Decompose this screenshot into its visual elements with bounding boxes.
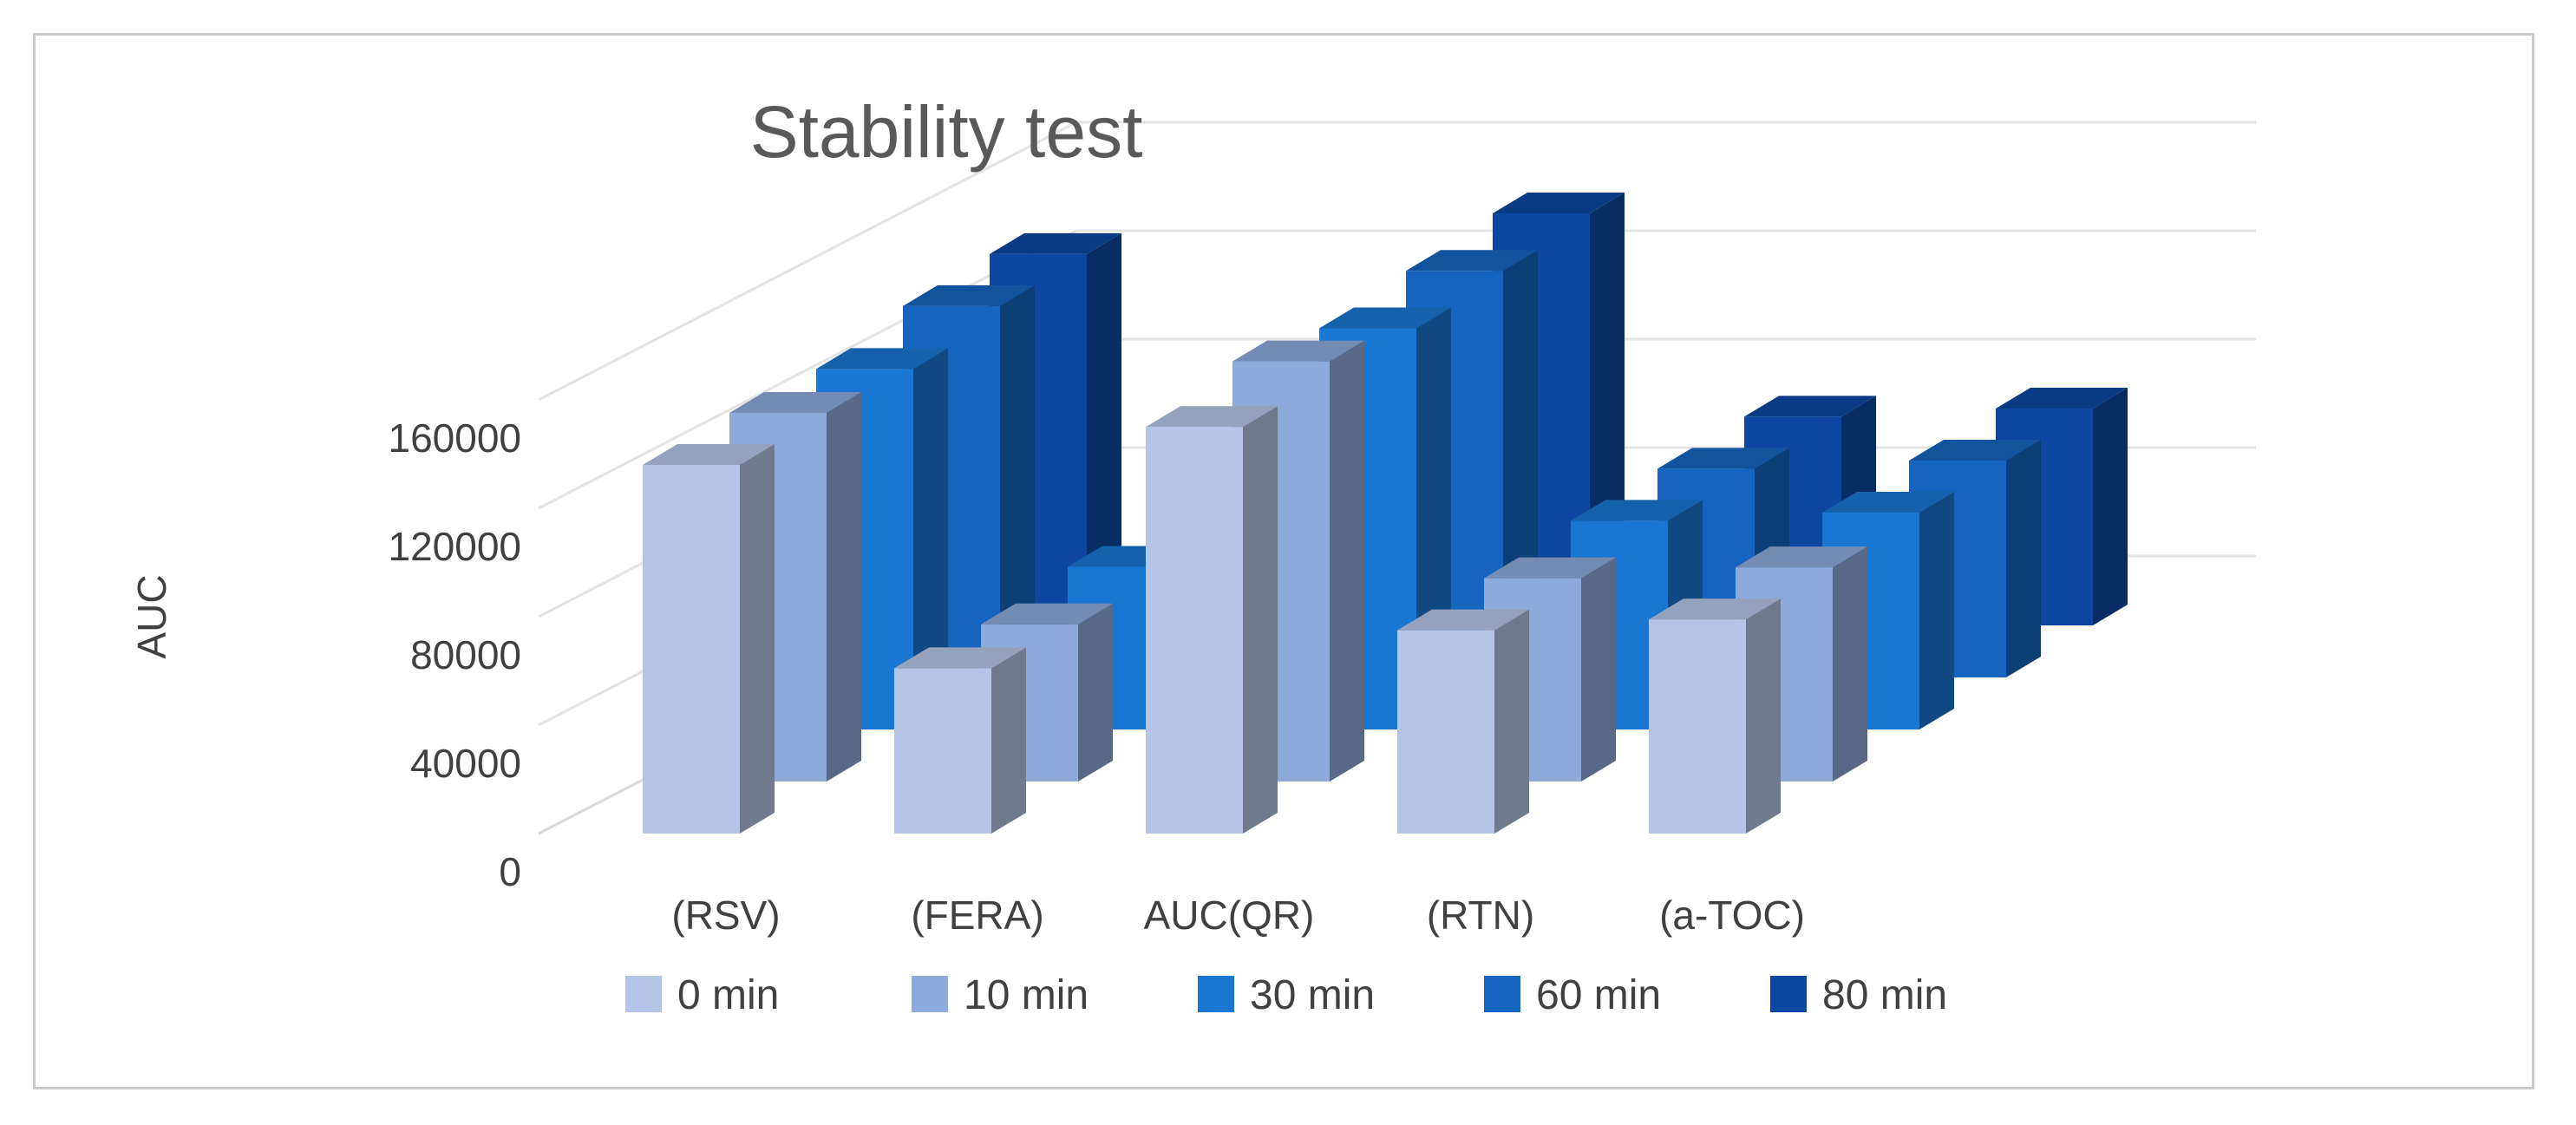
bar-side: [913, 348, 948, 729]
bar-top: [1406, 250, 1538, 271]
bar: [1649, 598, 1781, 834]
bar-side: [1087, 232, 1121, 625]
legend-swatch: [625, 976, 662, 1012]
bar-top: [1657, 448, 1789, 469]
bar-side: [1078, 603, 1113, 782]
bar-top: [990, 232, 1121, 254]
x-tick-label: (a-TOC): [1659, 893, 1805, 938]
y-tick-label: 80000: [410, 632, 521, 677]
bar-side: [1581, 557, 1616, 782]
bars-layer: [643, 193, 2128, 834]
chart-frame: Stability test AUC 0 40000 80000 120000 1600…: [33, 33, 2534, 1089]
bar-front: [1649, 619, 1746, 834]
bar-top: [816, 348, 948, 370]
legend-label: 10 min: [964, 972, 1089, 1018]
bar-top: [981, 603, 1113, 625]
legend-swatch: [912, 976, 948, 1012]
bar-top: [903, 285, 1035, 306]
bar: [1397, 609, 1529, 834]
bar-side: [1330, 340, 1364, 782]
bar-front: [1397, 630, 1494, 834]
bar: [643, 444, 775, 834]
y-tick-label: 0: [499, 849, 521, 894]
legend-label: 60 min: [1536, 972, 1661, 1018]
bar-side: [2006, 440, 2041, 677]
bar-top: [1996, 388, 2128, 409]
bar-top: [1493, 193, 1625, 213]
x-tick-label: (RSV): [671, 893, 780, 938]
bar: [1146, 406, 1278, 834]
bar-side: [1000, 285, 1035, 677]
legend-swatch: [1484, 976, 1520, 1012]
bar-top: [894, 647, 1026, 669]
bar-side: [1243, 406, 1278, 834]
bar-top: [729, 392, 861, 413]
bar-front: [894, 668, 991, 834]
bar-top: [1822, 492, 1954, 513]
x-tick-label: AUC(QR): [1144, 893, 1315, 938]
y-tick-labels: 0 40000 80000 120000 160000: [389, 415, 522, 894]
bar-side: [827, 392, 861, 782]
y-tick-label: 40000: [410, 741, 521, 786]
bar-top: [1232, 340, 1364, 362]
bar-top: [1909, 440, 2041, 461]
bar-side: [740, 444, 775, 834]
bar-top: [1649, 598, 1781, 620]
bar-front: [1146, 427, 1243, 834]
bar-side: [2093, 388, 2128, 625]
bar-side: [1833, 546, 1867, 782]
bar-front: [643, 465, 740, 834]
gridline-side: [538, 229, 1077, 510]
legend: 0 min 10 min 30 min 60 min 80 min: [625, 972, 1947, 1018]
legend-label: 80 min: [1822, 972, 1947, 1018]
bar-side: [1919, 492, 1954, 729]
stability-3d-column-chart: Stability test AUC 0 40000 80000 120000 1600…: [129, 91, 2256, 1018]
y-axis-label: AUC: [129, 574, 174, 658]
legend-swatch: [1770, 976, 1807, 1012]
legend-label: 0 min: [677, 972, 779, 1018]
bar-top: [1397, 609, 1529, 631]
bar-top: [1744, 396, 1876, 417]
x-tick-label: (FERA): [911, 893, 1043, 938]
bar-side: [1746, 598, 1781, 834]
chart-title: Stability test: [750, 91, 1143, 173]
x-tick-label: (RTN): [1427, 893, 1534, 938]
bar-top: [1736, 546, 1867, 568]
bar-top: [1146, 406, 1278, 428]
gridline-side: [538, 121, 1077, 402]
y-tick-label: 160000: [389, 415, 522, 461]
bar-side: [1494, 609, 1529, 834]
bar-top: [643, 444, 775, 465]
bar-top: [1571, 500, 1703, 521]
bar: [894, 647, 1026, 834]
x-tick-labels: (RSV) (FERA) AUC(QR) (RTN) (a-TOC): [671, 893, 1805, 938]
bar-top: [1484, 557, 1616, 579]
y-tick-label: 120000: [389, 524, 522, 569]
bar-top: [1319, 307, 1451, 329]
legend-label: 30 min: [1250, 972, 1375, 1018]
bar-side: [991, 647, 1026, 834]
legend-swatch: [1198, 976, 1234, 1012]
